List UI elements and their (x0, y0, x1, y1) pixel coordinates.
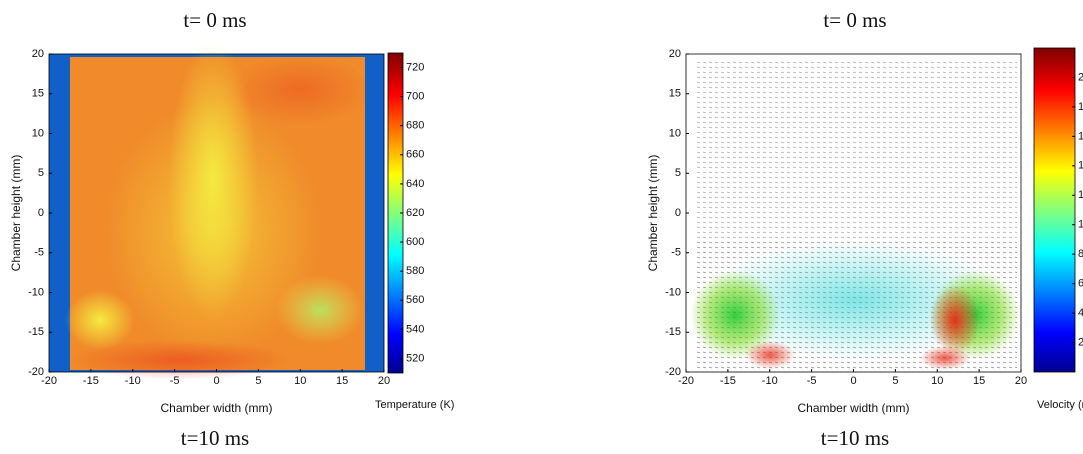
y-tick-label: -20 (28, 366, 44, 378)
y-tick-label: 15 (32, 88, 44, 100)
colorbar-tick-label: 6 (1078, 278, 1083, 290)
y-tick-label: 0 (675, 207, 681, 219)
y-tick-label: 5 (38, 167, 44, 179)
y-tick-label: 10 (669, 127, 681, 139)
colorbar-tick-label: 8 (1078, 248, 1083, 260)
x-tick-label: 5 (255, 375, 261, 387)
y-tick-label: 10 (32, 127, 44, 139)
x-tick-label: -15 (83, 375, 99, 387)
colorbar-tick-label: 660 (406, 149, 424, 161)
y-tick-label: 5 (675, 167, 681, 179)
colorbar-tick-label: 10 (1078, 219, 1083, 231)
y-tick-label: -10 (28, 286, 44, 298)
colorbar-tick-label: 580 (406, 265, 424, 277)
y-tick-label: -20 (665, 366, 681, 378)
title: t= 0 ms (183, 8, 246, 32)
colorbar-tick-label: 600 (406, 236, 424, 248)
x-tick-label: -10 (762, 375, 778, 387)
y-axis-label: Chamber height (mm) (646, 155, 660, 272)
colorbar (1033, 47, 1076, 373)
y-tick-label: 20 (32, 48, 44, 60)
x-tick-label: -5 (170, 375, 180, 387)
caption: t=10 ms (821, 426, 889, 450)
colorbar-tick-label: 640 (406, 178, 424, 190)
colorbar-tick-label: 16 (1078, 130, 1083, 142)
colorbar-tick-label: 560 (406, 294, 424, 306)
y-tick-label: -15 (665, 326, 681, 338)
colorbar-label: Velocity (m/s) (1037, 399, 1083, 411)
fields (49, 40, 1021, 380)
y-tick-label: 0 (38, 207, 44, 219)
x-tick-label: 10 (931, 375, 943, 387)
x-tick-label: 20 (1015, 375, 1027, 387)
x-tick-label: 10 (294, 375, 306, 387)
y-tick-label: 15 (669, 88, 681, 100)
colorbar-tick-label: 680 (406, 120, 424, 132)
colorbar-tick-label: 700 (406, 91, 424, 103)
y-tick-label: -10 (665, 286, 681, 298)
x-tick-label: 15 (973, 375, 985, 387)
x-tick-label: -20 (41, 375, 57, 387)
x-tick-label: 20 (378, 375, 390, 387)
colorbar-tick-label: 720 (406, 61, 424, 73)
x-tick-label: 0 (850, 375, 856, 387)
y-tick-label: -5 (671, 247, 681, 259)
colorbar-tick-label: 2 (1078, 336, 1083, 348)
x-axis-label: Chamber width (mm) (160, 401, 272, 415)
x-tick-label: 0 (213, 375, 219, 387)
x-tick-label: -5 (807, 375, 817, 387)
colorbar-tick-label: 620 (406, 207, 424, 219)
colorbar-tick-label: 12 (1078, 189, 1083, 201)
y-axis-label: Chamber height (mm) (9, 155, 23, 272)
y-tick-label: -5 (34, 247, 44, 259)
x-tick-label: -15 (720, 375, 736, 387)
x-tick-label: -10 (125, 375, 141, 387)
y-tick-label: 20 (669, 48, 681, 60)
colorbar-tick-label: 20 (1078, 71, 1083, 83)
velocity-field (686, 54, 1021, 372)
caption: t=10 ms (181, 426, 249, 450)
colorbar-tick-label: 4 (1078, 307, 1083, 319)
temperature-field (49, 40, 384, 380)
y-tick-label: -15 (28, 326, 44, 338)
colorbar-tick-label: 520 (406, 352, 424, 364)
x-tick-label: -20 (678, 375, 694, 387)
x-tick-label: 15 (336, 375, 348, 387)
colorbar-tick-label: 14 (1078, 160, 1083, 172)
colorbar-label: Temperature (K) (375, 399, 454, 411)
colorbar-tick-label: 18 (1078, 101, 1083, 113)
colorbar-tick-label: 540 (406, 323, 424, 335)
x-axis-label: Chamber width (mm) (797, 401, 909, 415)
x-tick-label: 5 (892, 375, 898, 387)
title: t= 0 ms (823, 8, 886, 32)
